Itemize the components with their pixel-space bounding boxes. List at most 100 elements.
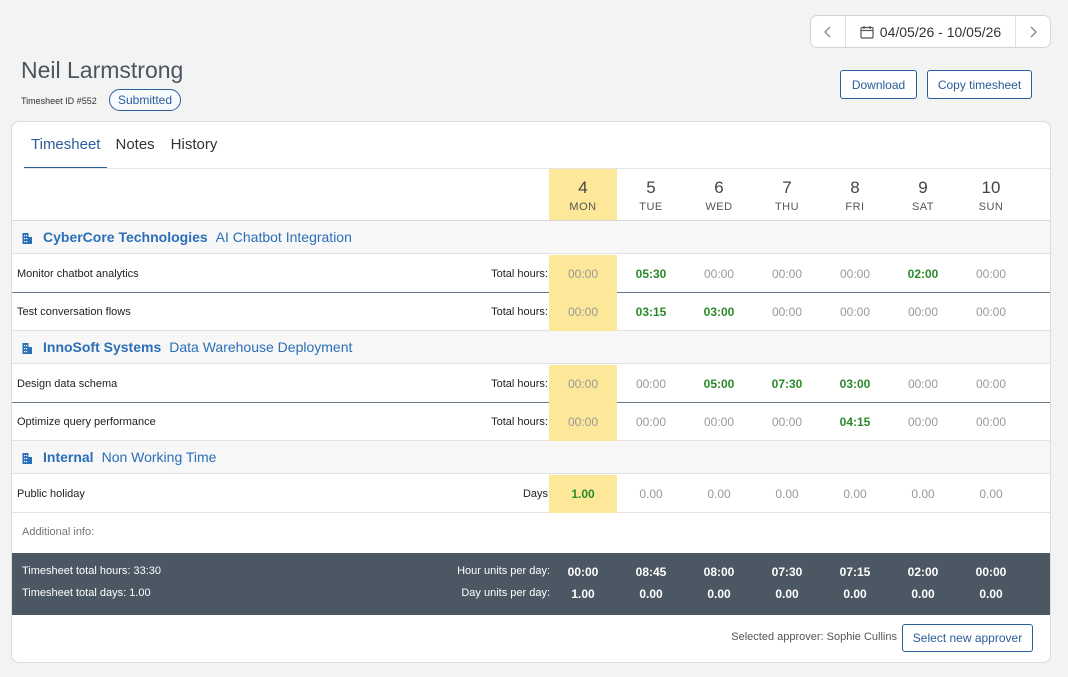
time-cell[interactable]: 0.00: [639, 487, 663, 501]
project-row: Internal Non Working Time: [12, 441, 1050, 474]
time-cell[interactable]: 03:15: [635, 305, 667, 319]
time-cell[interactable]: 0.00: [843, 487, 867, 501]
task-total-label: Total hours:: [491, 268, 548, 280]
time-cell[interactable]: 00:00: [975, 377, 1007, 391]
building-icon: [22, 451, 32, 464]
day-number: 7: [782, 178, 792, 197]
time-cell[interactable]: 05:30: [635, 267, 667, 281]
hour-units-value: 08:00: [703, 565, 735, 579]
client-name[interactable]: Internal: [43, 449, 94, 465]
download-button[interactable]: Download: [840, 70, 917, 99]
hour-units-value: 08:45: [635, 565, 667, 579]
day-units-value: 1.00: [571, 587, 595, 601]
hour-units-label: Hour units per day:: [457, 565, 550, 577]
task-total-label: Total hours:: [491, 378, 548, 390]
day-header: 6 WED: [685, 169, 753, 221]
hour-units-value: 00:00: [975, 565, 1007, 579]
project-name[interactable]: Non Working Time: [101, 449, 217, 465]
task-row: Public holiday Days 1.00 0.00 0.00 0.00 0.00 0.…: [12, 475, 1050, 513]
time-cell[interactable]: 00:00: [907, 305, 939, 319]
day-name: MON: [569, 201, 597, 213]
date-range-text: 04/05/26 - 10/05/26: [879, 23, 1002, 40]
day-name: THU: [774, 201, 800, 213]
day-units-value: 0.00: [707, 587, 731, 601]
time-cell[interactable]: 00:00: [839, 267, 871, 281]
time-cell[interactable]: 00:00: [549, 293, 617, 331]
day-number: 10: [981, 178, 1001, 197]
time-cell[interactable]: 00:00: [839, 305, 871, 319]
day-units-value: 0.00: [911, 587, 935, 601]
copy-timesheet-button[interactable]: Copy timesheet: [927, 70, 1032, 99]
date-range-picker[interactable]: 04/05/26 - 10/05/26: [845, 16, 1016, 47]
day-header: 8 FRI: [821, 169, 889, 221]
task-name: Test conversation flows: [17, 306, 131, 318]
time-cell[interactable]: 07:30: [771, 377, 803, 391]
time-cell[interactable]: 00:00: [771, 305, 803, 319]
client-name[interactable]: CyberCore Technologies: [43, 229, 208, 245]
total-days: Timesheet total days: 1.00: [22, 587, 151, 599]
time-cell[interactable]: 00:00: [549, 403, 617, 441]
time-cell[interactable]: 00:00: [703, 267, 735, 281]
task-total-label: Total hours:: [491, 306, 548, 318]
day-header: 9 SAT: [889, 169, 957, 221]
time-cell[interactable]: 0.00: [911, 487, 935, 501]
time-cell[interactable]: 0.00: [707, 487, 731, 501]
time-cell[interactable]: 03:00: [703, 305, 735, 319]
tab-notes[interactable]: Notes: [115, 136, 155, 153]
time-cell[interactable]: 00:00: [975, 267, 1007, 281]
project-name[interactable]: AI Chatbot Integration: [215, 229, 352, 245]
time-cell[interactable]: 0.00: [775, 487, 799, 501]
time-cell[interactable]: 00:00: [635, 415, 667, 429]
time-cell[interactable]: 00:00: [975, 305, 1007, 319]
project-row: CyberCore Technologies AI Chatbot Integra…: [12, 221, 1050, 254]
time-cell[interactable]: 00:00: [549, 365, 617, 403]
time-cell[interactable]: 02:00: [907, 267, 939, 281]
time-cell[interactable]: 00:00: [703, 415, 735, 429]
time-cell[interactable]: 00:00: [975, 415, 1007, 429]
task-row: Test conversation flows Total hours: 00:00…: [12, 293, 1050, 331]
additional-info: Additional info:: [22, 526, 95, 538]
calendar-icon: [860, 25, 874, 39]
select-approver-button[interactable]: Select new approver: [902, 624, 1033, 652]
tab-timesheet[interactable]: Timesheet: [24, 122, 108, 169]
time-cell[interactable]: 03:00: [839, 377, 871, 391]
time-cell[interactable]: 0.00: [979, 487, 1003, 501]
next-week-button[interactable]: [1016, 16, 1050, 47]
task-total-label: Days: [522, 488, 548, 500]
date-navigator: 04/05/26 - 10/05/26: [810, 15, 1051, 48]
total-hours: Timesheet total hours: 33:30: [22, 565, 162, 577]
day-units-value: 0.00: [979, 587, 1003, 601]
day-header: 7 THU: [753, 169, 821, 221]
selected-approver: Selected approver: Sophie Cullins: [731, 631, 897, 643]
client-name[interactable]: InnoSoft Systems: [43, 339, 162, 355]
task-total-label: Total hours:: [491, 416, 548, 428]
day-units-value: 0.00: [775, 587, 799, 601]
tab-history[interactable]: History: [170, 136, 218, 153]
prev-week-button[interactable]: [811, 16, 845, 47]
time-cell[interactable]: 00:00: [907, 377, 939, 391]
time-cell[interactable]: 00:00: [907, 415, 939, 429]
task-row: Design data schema Total hours: 00:00 00:00…: [12, 365, 1050, 403]
time-cell[interactable]: 05:00: [703, 377, 735, 391]
day-number: 5: [646, 178, 656, 197]
header-divider: [12, 220, 1050, 221]
project-row: InnoSoft Systems Data Warehouse Deploymen…: [12, 331, 1050, 364]
task-name: Design data schema: [17, 378, 118, 390]
day-number: 8: [850, 178, 860, 197]
time-cell[interactable]: 00:00: [635, 377, 667, 391]
time-cell[interactable]: 00:00: [771, 415, 803, 429]
day-units-value: 0.00: [639, 587, 663, 601]
timesheet-id: Timesheet ID #552: [21, 96, 97, 106]
hour-units-value: 07:30: [771, 565, 803, 579]
time-cell[interactable]: 00:00: [549, 255, 617, 293]
time-cell[interactable]: 1.00: [549, 475, 617, 513]
day-units-value: 0.00: [843, 587, 867, 601]
day-header: 10 SUN: [957, 169, 1025, 221]
day-name: WED: [705, 201, 733, 213]
day-name: SAT: [911, 201, 935, 213]
project-name[interactable]: Data Warehouse Deployment: [169, 339, 353, 355]
time-cell[interactable]: 04:15: [839, 415, 871, 429]
time-cell[interactable]: 00:00: [771, 267, 803, 281]
building-icon: [22, 231, 32, 244]
timesheet-card: Timesheet Notes History 4 MON 5 TUE 6 WED 7 THU…: [11, 121, 1051, 663]
